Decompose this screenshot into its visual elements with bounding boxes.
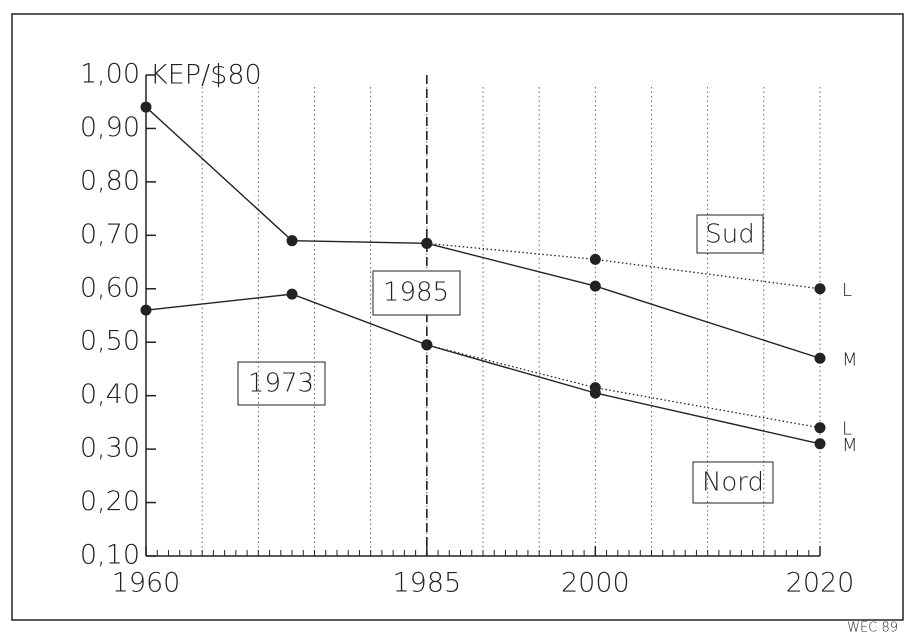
- x-tick-label: 2020: [786, 568, 855, 599]
- annotation: Sud: [705, 220, 755, 250]
- y-unit: KEP/$80: [150, 60, 262, 91]
- annotation-box: [372, 270, 461, 316]
- data-point: [140, 304, 152, 316]
- y-tick-label: 0,90: [80, 112, 140, 143]
- y-tick-label: 0,40: [80, 379, 140, 410]
- y-tick-label: 0,30: [80, 433, 140, 464]
- annotation-box: [692, 461, 774, 504]
- data-point: [814, 283, 826, 295]
- credit: WEC 89: [847, 621, 898, 636]
- y-tick-label: 0,50: [80, 326, 140, 357]
- y-tick-label: 0,60: [80, 272, 140, 303]
- frame: [11, 13, 904, 621]
- data-point: [814, 438, 826, 450]
- data-point: [286, 288, 298, 300]
- series-label: L: [842, 280, 852, 301]
- series-line: [426, 344, 821, 429]
- annotation-box: [237, 361, 326, 406]
- y-tick-label: 1,00: [80, 59, 140, 90]
- x-tick-label: 2000: [561, 568, 630, 599]
- data-point: [421, 237, 433, 249]
- series-label: M: [842, 435, 858, 456]
- y-tick-label: 0,80: [80, 165, 140, 196]
- data-point: [589, 382, 601, 394]
- data-point: [286, 235, 298, 247]
- annotation: 1985: [383, 278, 449, 308]
- data-point: [589, 280, 601, 292]
- series-label: L: [842, 419, 852, 440]
- y-tick-label: 0,20: [80, 486, 140, 517]
- x-tick-label: 1960: [112, 568, 181, 599]
- data-point: [421, 339, 433, 351]
- annotation: 1973: [248, 369, 314, 399]
- data-point: [140, 101, 152, 113]
- data-point: [814, 422, 826, 434]
- series-label: M: [842, 349, 858, 370]
- annotation: Nord: [702, 468, 764, 498]
- data-point: [814, 352, 826, 364]
- y-tick-label: 0,10: [80, 540, 140, 571]
- data-point: [589, 253, 601, 265]
- x-tick-label: 1985: [392, 568, 461, 599]
- y-tick-label: 0,70: [80, 219, 140, 250]
- annotation-box: [696, 214, 764, 254]
